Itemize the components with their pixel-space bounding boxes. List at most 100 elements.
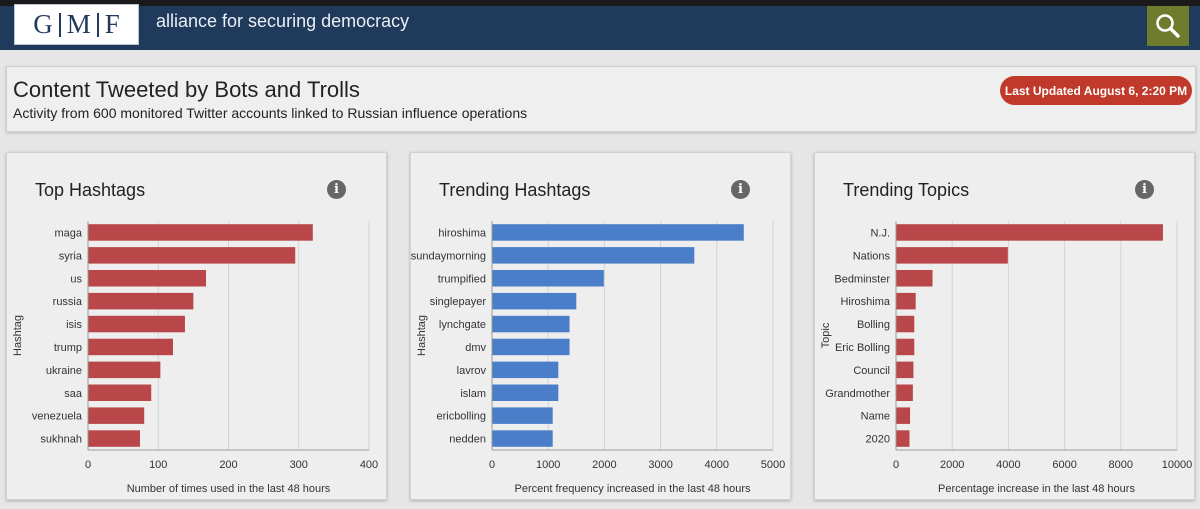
gmf-logo[interactable]: G M F	[14, 4, 139, 45]
y-tick-label: ericbolling	[436, 411, 486, 423]
x-tick-label: 100	[149, 459, 167, 471]
bar-trump	[88, 338, 174, 356]
bar-nations	[896, 247, 1008, 264]
y-tick-label: Bolling	[857, 319, 890, 331]
x-tick-label: 10000	[1162, 459, 1193, 471]
y-axis-title: Hashtag	[12, 315, 24, 356]
y-tick-label: russia	[53, 296, 83, 308]
last-updated-badge: Last Updated August 6, 2:20 PM	[1000, 76, 1192, 105]
y-tick-label: trump	[54, 342, 82, 354]
y-tick-label: 2020	[866, 434, 890, 446]
x-tick-label: 2000	[940, 459, 964, 471]
logo-letter: G	[33, 9, 53, 39]
x-tick-label: 8000	[1109, 459, 1133, 471]
x-tick-label: 2000	[592, 459, 616, 471]
y-tick-label: singlepayer	[430, 296, 487, 308]
panel-top-hashtags: Top Hashtags i 0 100 200 300 400 maga syria us r…	[6, 152, 387, 500]
panel-title: Top Hashtags	[35, 180, 146, 200]
y-tick-label: Grandmother	[825, 388, 890, 400]
info-icon[interactable]: i	[1135, 180, 1154, 199]
page-subtitle: Activity from 600 monitored Twitter acco…	[13, 105, 528, 121]
bar-isis	[88, 315, 185, 333]
bar-2020	[896, 430, 910, 447]
y-tick-label: Name	[861, 411, 890, 423]
bar-lynchgate	[492, 315, 570, 333]
bar-council	[896, 361, 914, 379]
brand-name[interactable]: alliance for securing democracy	[156, 11, 410, 31]
y-tick-label: sukhnah	[40, 434, 82, 446]
bar-ericbolling	[492, 407, 553, 424]
y-tick-label: Nations	[853, 250, 891, 262]
y-tick-label: N.J.	[870, 227, 890, 239]
y-tick-label: hiroshima	[438, 227, 487, 239]
x-tick-label: 1000	[536, 459, 560, 471]
y-tick-label: dmv	[465, 342, 486, 354]
y-tick-label: venezuela	[32, 411, 83, 423]
x-tick-label: 0	[489, 459, 495, 471]
y-tick-label: islam	[460, 388, 486, 400]
search-icon	[1156, 14, 1180, 38]
top-strip	[0, 0, 1200, 6]
page-title: Content Tweeted by Bots and Trolls	[13, 77, 360, 102]
y-tick-label: Hiroshima	[840, 296, 890, 308]
search-button[interactable]	[1147, 6, 1189, 46]
info-icon[interactable]: i	[731, 180, 750, 199]
panel-trending-topics: Trending Topics i 0 2000 4000 6000 8000 10000…	[814, 152, 1195, 500]
bar-islam	[492, 384, 559, 401]
y-tick-label: Council	[853, 365, 890, 377]
page-header: Content Tweeted by Bots and Trolls Activ…	[6, 66, 1196, 132]
y-tick-label: maga	[54, 227, 82, 239]
x-tick-label: 3000	[648, 459, 672, 471]
panel-title: Trending Hashtags	[439, 180, 591, 200]
top-hashtags-chart: 0 100 200 300 400 maga syria us russia isis trump u…	[12, 221, 378, 495]
y-tick-label: ukraine	[46, 365, 82, 377]
y-tick-label: lavrov	[457, 365, 487, 377]
x-tick-label: 400	[360, 459, 378, 471]
x-axis-title: Percent frequency increased in the last …	[514, 483, 751, 495]
logo-divider	[58, 12, 61, 37]
y-tick-label: isis	[66, 319, 82, 331]
y-tick-label: Eric Bolling	[835, 342, 890, 354]
bar-venezuela	[88, 407, 145, 424]
y-tick-label: lynchgate	[439, 319, 486, 331]
bar-russia	[88, 292, 194, 310]
logo-letter: M	[66, 9, 91, 39]
bar-eric-bolling	[896, 338, 915, 356]
y-tick-label: Bedminster	[834, 273, 890, 285]
x-tick-label: 300	[290, 459, 308, 471]
bar-saa	[88, 384, 152, 401]
x-axis-title: Percentage increase in the last 48 hours	[938, 483, 1135, 495]
bar-syria	[88, 247, 296, 264]
bar-dmv	[492, 338, 570, 356]
x-tick-label: 0	[893, 459, 899, 471]
panel-trending-hashtags: Trending Hashtags i 0 1000 2000 3000 4000 500…	[410, 152, 791, 500]
bar-ukraine	[88, 361, 161, 379]
panel-title: Trending Topics	[843, 180, 970, 200]
bar-grandmother	[896, 384, 913, 401]
bar-trumpified	[492, 270, 604, 287]
bar-bolling	[896, 315, 915, 333]
bar-sundaymorning	[492, 247, 695, 264]
bar-us	[88, 270, 207, 287]
x-tick-label: 0	[85, 459, 91, 471]
bar-name	[896, 407, 911, 424]
bar-sukhnah	[88, 430, 140, 447]
y-tick-label: syria	[59, 250, 83, 262]
x-tick-label: 4000	[705, 459, 729, 471]
bar-maga	[88, 224, 313, 241]
bar-bedminster	[896, 270, 933, 287]
y-tick-label: saa	[64, 388, 83, 400]
y-axis-title: Topic	[820, 322, 832, 348]
y-tick-label: us	[70, 273, 82, 285]
bar-n-j	[896, 224, 1163, 241]
trending-hashtags-chart: 0 1000 2000 3000 4000 5000 hiroshima sundaymorn…	[411, 221, 785, 495]
y-tick-label: nedden	[449, 434, 486, 446]
y-tick-label: sundaymorning	[411, 250, 486, 262]
bar-singlepayer	[492, 292, 577, 310]
x-tick-label: 200	[219, 459, 237, 471]
trending-topics-chart: 0 2000 4000 6000 8000 10000 N.J. Nations Bedmins…	[820, 221, 1193, 495]
logo-divider	[96, 12, 99, 37]
info-icon[interactable]: i	[327, 180, 346, 199]
x-tick-label: 6000	[1052, 459, 1076, 471]
x-axis-title: Number of times used in the last 48 hour…	[127, 483, 331, 495]
